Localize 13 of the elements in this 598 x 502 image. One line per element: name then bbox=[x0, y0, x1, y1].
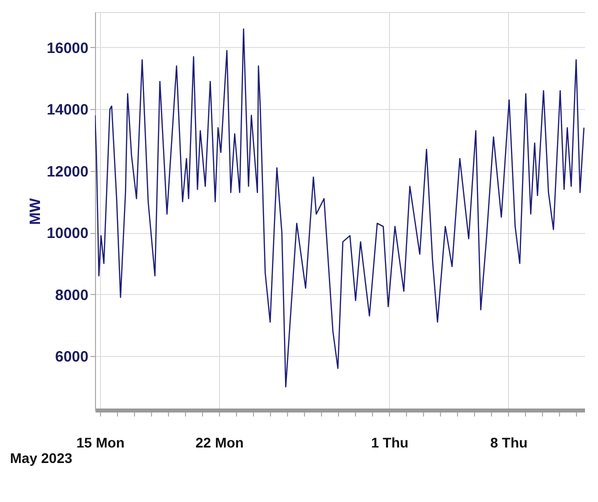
line-series bbox=[95, 28, 585, 388]
text: May 2023 bbox=[10, 450, 72, 466]
x-tick-label: 8 Thu bbox=[490, 434, 528, 450]
y-tick-label: 6000 bbox=[55, 348, 88, 366]
y-axis-title: MW bbox=[26, 197, 44, 225]
y-tick-label: 12000 bbox=[46, 163, 88, 180]
y-tick-label: 10000 bbox=[46, 225, 88, 242]
x-tick-label: 1 Thu bbox=[371, 434, 408, 450]
y-tick-label: 8000 bbox=[55, 286, 88, 304]
x-tick-label: 22 Mon bbox=[195, 434, 244, 450]
x-tick-label: 15 Mon bbox=[76, 434, 125, 450]
y-tick-label: 16000 bbox=[46, 40, 88, 57]
y-tick-label: 14000 bbox=[46, 102, 88, 119]
